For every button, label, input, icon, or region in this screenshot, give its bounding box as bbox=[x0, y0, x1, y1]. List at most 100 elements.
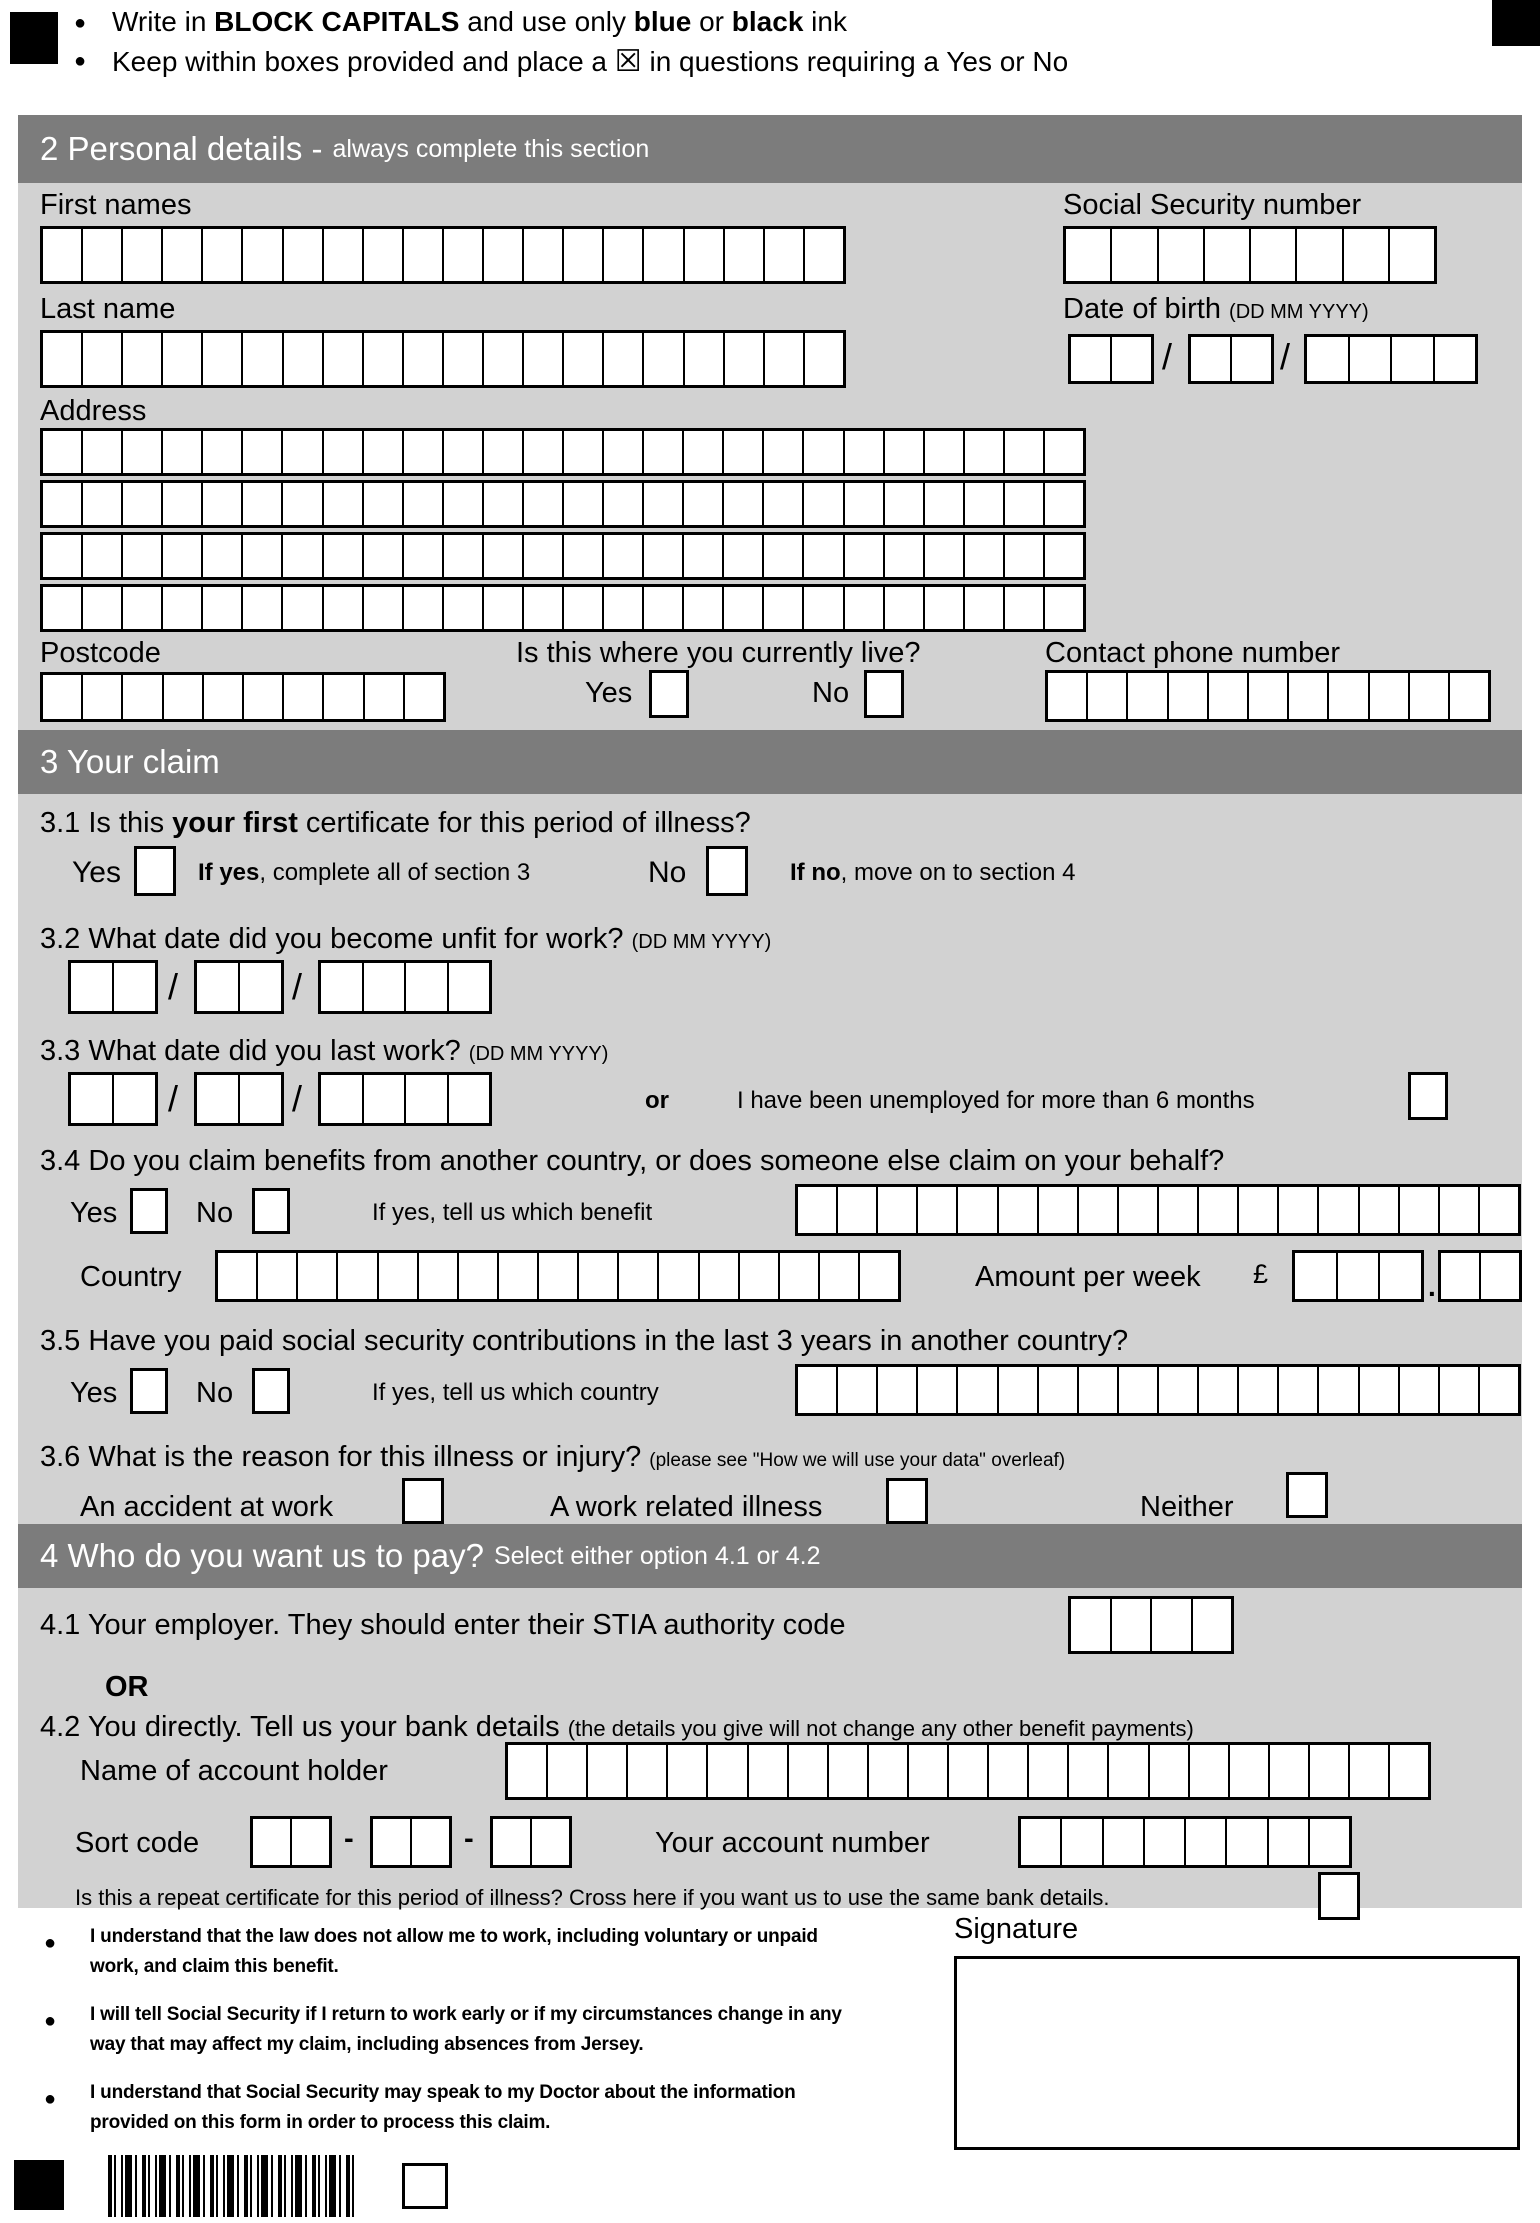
char-box[interactable] bbox=[762, 483, 803, 525]
neither-checkbox[interactable] bbox=[1286, 1472, 1328, 1518]
q34-no-checkbox[interactable] bbox=[252, 1188, 290, 1234]
char-box[interactable] bbox=[996, 1187, 1037, 1233]
char-box[interactable] bbox=[1246, 673, 1288, 719]
char-box[interactable] bbox=[842, 483, 883, 525]
char-box[interactable] bbox=[253, 1819, 290, 1865]
char-box[interactable] bbox=[112, 963, 155, 1011]
char-box[interactable] bbox=[410, 1819, 449, 1865]
char-box[interactable] bbox=[682, 431, 723, 473]
char-box[interactable] bbox=[201, 229, 242, 281]
char-box[interactable] bbox=[161, 675, 202, 719]
char-box[interactable] bbox=[481, 535, 522, 577]
char-box[interactable] bbox=[1027, 1745, 1068, 1797]
char-box[interactable] bbox=[290, 1819, 329, 1865]
char-box[interactable] bbox=[1307, 1819, 1349, 1865]
char-box[interactable] bbox=[682, 535, 723, 577]
char-box[interactable] bbox=[762, 333, 803, 385]
social-security-number-input[interactable] bbox=[1063, 226, 1437, 284]
char-box[interactable] bbox=[1317, 1367, 1358, 1413]
char-box[interactable] bbox=[1110, 337, 1151, 381]
char-box[interactable] bbox=[956, 1187, 997, 1233]
char-box[interactable] bbox=[956, 1367, 997, 1413]
char-box[interactable] bbox=[562, 431, 603, 473]
address-line3-input[interactable] bbox=[40, 532, 1086, 580]
char-box[interactable] bbox=[401, 587, 442, 629]
char-box[interactable] bbox=[121, 535, 162, 577]
char-box[interactable] bbox=[1042, 535, 1084, 577]
char-box[interactable] bbox=[530, 1819, 569, 1865]
last-name-input[interactable] bbox=[40, 330, 846, 388]
char-box[interactable] bbox=[521, 431, 563, 473]
char-box[interactable] bbox=[1225, 1819, 1267, 1865]
char-box[interactable] bbox=[446, 1075, 489, 1123]
char-box[interactable] bbox=[281, 587, 322, 629]
char-box[interactable] bbox=[1347, 1745, 1389, 1797]
char-box[interactable] bbox=[642, 431, 683, 473]
char-box[interactable] bbox=[43, 333, 82, 385]
char-box[interactable] bbox=[1197, 1367, 1238, 1413]
char-box[interactable] bbox=[1479, 1253, 1519, 1299]
char-box[interactable] bbox=[842, 587, 883, 629]
char-box[interactable] bbox=[218, 1253, 257, 1299]
char-box[interactable] bbox=[121, 587, 162, 629]
char-box[interactable] bbox=[71, 1075, 112, 1123]
char-box[interactable] bbox=[1142, 1819, 1184, 1865]
char-box[interactable] bbox=[321, 963, 362, 1011]
char-box[interactable] bbox=[1150, 1599, 1191, 1651]
char-box[interactable] bbox=[401, 333, 442, 385]
signature-box[interactable] bbox=[954, 1956, 1520, 2150]
char-box[interactable] bbox=[1347, 337, 1390, 381]
account-number-input[interactable] bbox=[1018, 1816, 1352, 1868]
char-box[interactable] bbox=[456, 1253, 497, 1299]
q33-year-input[interactable] bbox=[318, 1072, 492, 1126]
char-box[interactable] bbox=[481, 431, 522, 473]
char-box[interactable] bbox=[493, 1819, 530, 1865]
work-related-illness-checkbox[interactable] bbox=[886, 1478, 928, 1524]
char-box[interactable] bbox=[336, 1253, 377, 1299]
char-box[interactable] bbox=[71, 963, 112, 1011]
char-box[interactable] bbox=[666, 1745, 707, 1797]
char-box[interactable] bbox=[922, 535, 963, 577]
char-box[interactable] bbox=[762, 535, 803, 577]
char-box[interactable] bbox=[81, 229, 122, 281]
char-box[interactable] bbox=[121, 483, 162, 525]
char-box[interactable] bbox=[802, 483, 843, 525]
char-box[interactable] bbox=[1378, 1253, 1422, 1299]
char-box[interactable] bbox=[321, 1075, 362, 1123]
char-box[interactable] bbox=[1367, 673, 1408, 719]
char-box[interactable] bbox=[1441, 1253, 1479, 1299]
char-box[interactable] bbox=[602, 333, 643, 385]
char-box[interactable] bbox=[1388, 1745, 1429, 1797]
unemployed-checkbox[interactable] bbox=[1408, 1072, 1448, 1120]
dob-year-input[interactable] bbox=[1304, 334, 1478, 384]
char-box[interactable] bbox=[281, 229, 322, 281]
char-box[interactable] bbox=[1437, 1187, 1478, 1233]
char-box[interactable] bbox=[537, 1253, 578, 1299]
char-box[interactable] bbox=[81, 675, 122, 719]
char-box[interactable] bbox=[562, 483, 603, 525]
char-box[interactable] bbox=[321, 535, 362, 577]
char-box[interactable] bbox=[81, 535, 122, 577]
char-box[interactable] bbox=[706, 1745, 747, 1797]
char-box[interactable] bbox=[882, 535, 923, 577]
char-box[interactable] bbox=[962, 535, 1003, 577]
q34-yes-checkbox[interactable] bbox=[130, 1188, 168, 1234]
char-box[interactable] bbox=[1237, 1187, 1278, 1233]
char-box[interactable] bbox=[798, 1367, 837, 1413]
char-box[interactable] bbox=[1036, 1187, 1077, 1233]
char-box[interactable] bbox=[1407, 673, 1448, 719]
dob-day-input[interactable] bbox=[1068, 334, 1154, 384]
char-box[interactable] bbox=[201, 483, 242, 525]
char-box[interactable] bbox=[746, 1745, 787, 1797]
char-box[interactable] bbox=[866, 1745, 907, 1797]
char-box[interactable] bbox=[401, 483, 442, 525]
char-box[interactable] bbox=[642, 535, 683, 577]
char-box[interactable] bbox=[281, 535, 322, 577]
char-box[interactable] bbox=[201, 431, 242, 473]
char-box[interactable] bbox=[1036, 1367, 1077, 1413]
char-box[interactable] bbox=[197, 963, 238, 1011]
char-box[interactable] bbox=[1307, 337, 1348, 381]
char-box[interactable] bbox=[722, 483, 763, 525]
q33-month-input[interactable] bbox=[194, 1072, 284, 1126]
char-box[interactable] bbox=[1042, 587, 1084, 629]
